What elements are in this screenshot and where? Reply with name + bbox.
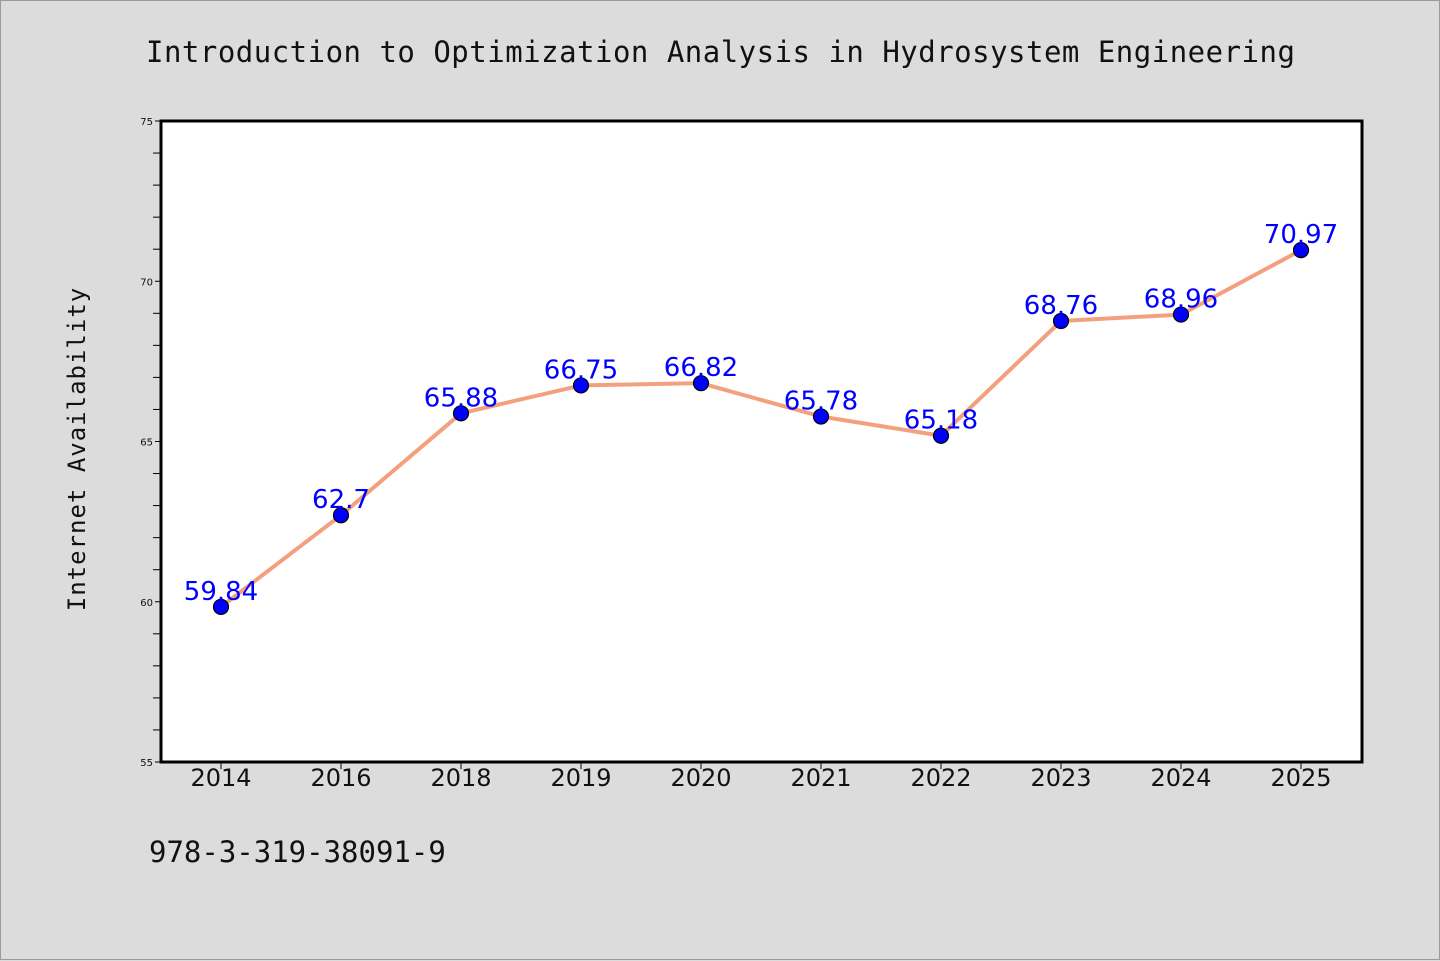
data-label: 65.78 [784, 387, 858, 417]
data-point [1172, 306, 1190, 323]
y-tick-label: 60 [140, 598, 153, 609]
data-point [452, 405, 470, 422]
x-tick-label: 2024 [1150, 764, 1211, 792]
data-label: 65.88 [424, 383, 498, 413]
x-tick-label: 2019 [550, 764, 611, 792]
x-tick-label: 2020 [670, 764, 731, 792]
data-labels: 59.84 62.7 65.88 66.75 66.82 65.78 65.18 68.76 6… [184, 220, 1338, 607]
data-label: 62.7 [312, 485, 370, 515]
x-tick-label: 2023 [1030, 764, 1091, 792]
data-point [1292, 242, 1310, 259]
data-label: 70.97 [1264, 220, 1338, 250]
plot-frame [159, 119, 1364, 764]
axis-ticks: 55 60 65 70 75 2014 2016 2018 2019 2020 2021 2022 20… [140, 117, 1331, 792]
isbn-text: 978-3-319-38091-9 [149, 835, 446, 869]
data-label: 65.18 [904, 406, 978, 436]
x-tick-label: 2014 [190, 764, 251, 792]
data-point [1052, 312, 1070, 330]
data-label: 66.75 [544, 355, 618, 385]
y-tick-label: 65 [140, 438, 153, 449]
x-tick-label: 2022 [910, 764, 971, 792]
series-line [219, 248, 1302, 609]
data-point [572, 377, 590, 394]
data-points [212, 242, 1310, 615]
data-label: 68.96 [1144, 285, 1218, 315]
y-tick-label: 75 [140, 117, 153, 128]
data-label: 66.82 [664, 353, 738, 383]
x-tick-label: 2021 [790, 764, 851, 792]
y-tick-label: 70 [140, 277, 153, 288]
x-tick-label: 2025 [1270, 764, 1331, 792]
x-tick-label: 2018 [430, 764, 491, 792]
y-tick-label: 55 [140, 758, 153, 769]
x-tick-label: 2016 [310, 764, 371, 792]
data-point [212, 598, 230, 615]
chart-title: Introduction to Optimization Analysis in… [146, 35, 1296, 69]
data-point [332, 507, 350, 524]
data-point [692, 375, 710, 392]
data-point [812, 408, 830, 425]
data-label: 68.76 [1024, 291, 1098, 321]
data-point [932, 427, 950, 444]
data-label: 59.84 [184, 577, 258, 607]
